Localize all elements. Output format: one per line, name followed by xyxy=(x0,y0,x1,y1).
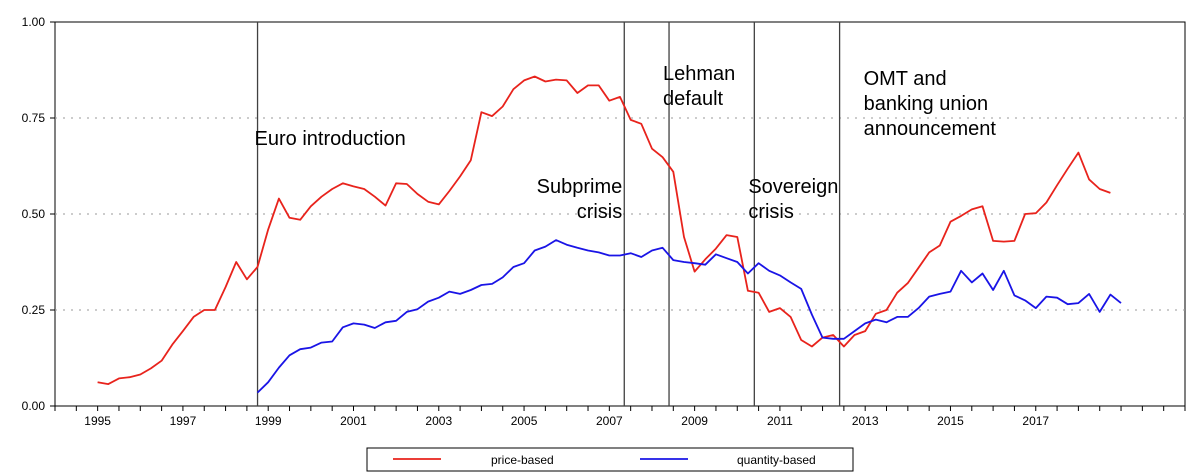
event-label: crisis xyxy=(748,201,794,223)
legend-box xyxy=(366,447,854,472)
y-tick-label: 0.25 xyxy=(22,303,46,317)
x-tick-label: 2013 xyxy=(852,414,879,428)
event-label: Euro introduction xyxy=(255,128,406,150)
event-label: crisis xyxy=(577,201,623,223)
x-tick-label: 1995 xyxy=(84,414,111,428)
series-line xyxy=(97,75,1111,386)
y-axis: 0.00 0.25 0.50 0.75 1.00 xyxy=(22,15,55,413)
y-tick-label: 0.75 xyxy=(22,111,46,125)
legend: price-based quantity-based xyxy=(366,447,854,472)
legend-label-price-based: price-based xyxy=(491,453,554,467)
x-tick-label: 2017 xyxy=(1022,414,1049,428)
legend-label-quantity-based: quantity-based xyxy=(737,453,816,467)
plot-area xyxy=(54,21,1186,407)
event-label: Sovereign xyxy=(748,176,838,198)
event-label: Lehman xyxy=(663,63,735,85)
series-line xyxy=(256,239,1122,394)
x-tick-label: 1997 xyxy=(170,414,197,428)
event-label: default xyxy=(663,88,723,110)
event-label: banking union xyxy=(864,93,989,115)
x-tick-label: 2001 xyxy=(340,414,367,428)
x-tick-label: 2015 xyxy=(937,414,964,428)
x-tick-label: 2011 xyxy=(767,414,793,428)
event-label: announcement xyxy=(864,118,997,140)
event-markers: Euro introduction Subprime crisis Lehman def… xyxy=(255,22,997,406)
x-tick-label: 2003 xyxy=(425,414,452,428)
event-label: OMT and xyxy=(864,68,947,90)
y-tick-label: 1.00 xyxy=(22,15,46,29)
y-tick-label: 0.00 xyxy=(22,399,46,413)
x-tick-label: 1999 xyxy=(255,414,282,428)
series-lines xyxy=(97,75,1122,394)
event-label: Subprime xyxy=(537,176,623,198)
x-tick-label: 2009 xyxy=(681,414,708,428)
x-axis: 1995 1997 1999 2001 2003 2005 2007 2009 2011 2013… xyxy=(54,406,1186,428)
y-tick-label: 0.50 xyxy=(22,207,46,221)
x-tick-label: 2005 xyxy=(511,414,538,428)
x-tick-label: 2007 xyxy=(596,414,623,428)
